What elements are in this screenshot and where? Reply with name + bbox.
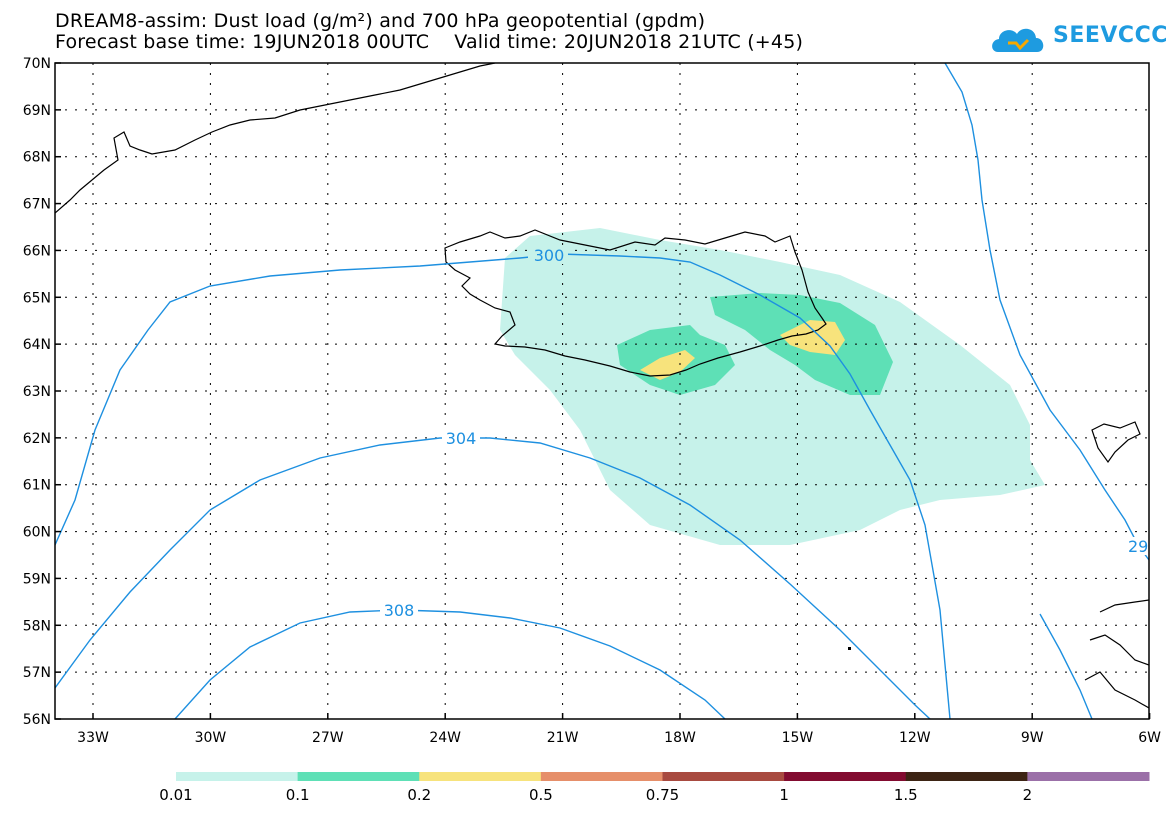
- lon-tick-label: 27W: [312, 730, 344, 746]
- lon-tick-label: 33W: [77, 730, 109, 746]
- dust-band-0.01: [500, 228, 1045, 545]
- contour-label-300-bg: [528, 246, 568, 264]
- contour-label-29: 29: [1128, 537, 1148, 556]
- lat-tick-label: 57N: [23, 665, 51, 681]
- lat-tick-label: 64N: [23, 337, 51, 353]
- colorbar-label: 0.1: [286, 786, 310, 804]
- contour-label-304: 304: [446, 429, 477, 448]
- faroe-islands-coast: [1091, 421, 1141, 464]
- lat-tick-label: 67N: [23, 197, 51, 213]
- lon-tick-label: 24W: [429, 730, 461, 746]
- longitude-axis: 33W 30W 27W 24W 21W 18W 15W 12W 9W 6W: [77, 713, 1161, 746]
- contour-308: [174, 609, 726, 719]
- lon-tick-label: 9W: [1021, 730, 1044, 746]
- lat-tick-label: 58N: [23, 618, 51, 634]
- contour-300: [55, 253, 951, 719]
- colorbar-swatch: [176, 772, 299, 781]
- seevccc-cloud-logo-icon: [992, 28, 1044, 52]
- scotland-coast: [1084, 599, 1149, 709]
- iceland-coast: [444, 229, 827, 377]
- dust-shading: [500, 228, 1045, 545]
- colorbar-swatch: [297, 772, 420, 781]
- colorbar-swatch: [540, 772, 663, 781]
- colorbar-label: 0.01: [159, 786, 192, 804]
- lat-tick-label: 61N: [23, 478, 51, 494]
- colorbar-swatch: [419, 772, 542, 781]
- logo-text: SEEVCCC: [1053, 23, 1168, 48]
- colorbar-label: 0.5: [529, 786, 553, 804]
- contour-label-300: 300: [534, 246, 565, 265]
- contour-label-308: 308: [384, 601, 415, 620]
- graticule: [55, 63, 1149, 719]
- latitude-axis: 70N 69N 68N 67N 66N 65N 64N 63N 62N 61N 60N 59N 58N 5…: [23, 56, 61, 728]
- greenland-coast: [55, 63, 496, 214]
- lat-tick-label: 66N: [23, 243, 51, 259]
- lat-tick-label: 65N: [23, 290, 51, 306]
- lat-tick-label: 59N: [23, 571, 51, 587]
- lon-tick-label: 12W: [899, 730, 931, 746]
- lon-tick-label: 30W: [195, 730, 227, 746]
- lat-tick-label: 70N: [23, 56, 51, 72]
- contour-296-east: [1039, 613, 1093, 719]
- lon-tick-label: 6W: [1138, 730, 1161, 746]
- contour-label-29-bg: [1126, 537, 1149, 555]
- colorbar-label: 2: [1023, 786, 1033, 804]
- contour-label-304-bg: [442, 429, 480, 447]
- colorbar-swatch: [905, 772, 1028, 781]
- lon-tick-label: 18W: [664, 730, 696, 746]
- dust-band-0.2-east: [780, 320, 845, 355]
- colorbar: 0.01 0.1 0.2 0.5 0.75 1 1.5 2: [159, 772, 1150, 804]
- lat-tick-label: 69N: [23, 103, 51, 119]
- chart-title-line-1: DREAM8-assim: Dust load (g/m²) and 700 h…: [55, 10, 706, 32]
- lat-tick-label: 62N: [23, 431, 51, 447]
- colorbar-label: 1.5: [894, 786, 918, 804]
- colorbar-swatch: [1027, 772, 1150, 781]
- lat-tick-label: 56N: [23, 712, 51, 728]
- contour-labels: 300 304 308 29: [380, 246, 1149, 620]
- geopotential-contours: [55, 63, 1149, 719]
- colorbar-label: 1: [779, 786, 789, 804]
- rockall-island: [848, 647, 851, 650]
- lat-tick-label: 68N: [23, 150, 51, 166]
- contour-304: [55, 437, 931, 719]
- contour-label-308-bg: [380, 601, 418, 619]
- colorbar-label: 0.2: [407, 786, 431, 804]
- lat-tick-label: 60N: [23, 525, 51, 541]
- contour-296: [944, 63, 1149, 561]
- lat-tick-label: 63N: [23, 384, 51, 400]
- colorbar-label: 0.75: [646, 786, 679, 804]
- dust-band-0.2-west: [640, 350, 695, 380]
- chart-title-line-2: Forecast base time: 19JUN2018 00UTC Vali…: [55, 31, 804, 53]
- colorbar-swatch: [784, 772, 907, 781]
- lon-tick-label: 21W: [547, 730, 579, 746]
- lon-tick-label: 15W: [782, 730, 814, 746]
- coastlines: [55, 63, 1149, 709]
- colorbar-swatch: [662, 772, 785, 781]
